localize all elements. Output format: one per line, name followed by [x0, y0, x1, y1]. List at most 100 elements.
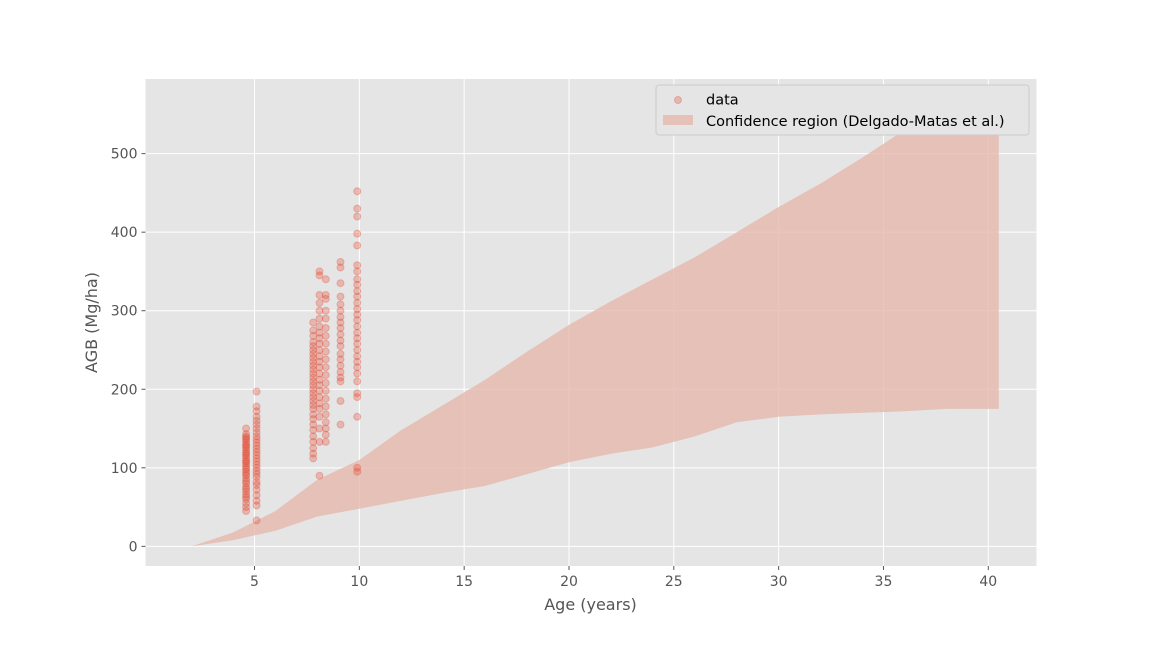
data-point — [309, 346, 318, 354]
data-point — [321, 306, 330, 315]
data-point — [353, 346, 362, 354]
data-point — [315, 404, 324, 413]
data-point — [353, 261, 362, 270]
data-point — [309, 420, 318, 429]
data-point — [242, 477, 251, 486]
data-point — [309, 397, 318, 405]
data-point — [315, 412, 324, 421]
data-point — [321, 394, 330, 403]
data-point — [315, 334, 324, 343]
data-point — [353, 267, 362, 276]
data-point — [252, 516, 261, 525]
data-point — [309, 331, 318, 340]
x-tick-label: 5 — [250, 574, 259, 590]
data-point — [336, 355, 345, 364]
data-point — [242, 470, 251, 479]
data-point — [309, 326, 318, 335]
data-point — [252, 501, 261, 510]
data-point — [242, 479, 251, 488]
data-point — [309, 404, 318, 413]
data-point — [242, 459, 251, 468]
data-point — [315, 399, 324, 408]
confidence-region — [191, 98, 999, 547]
data-point — [309, 444, 318, 453]
data-point — [321, 418, 330, 427]
data-point — [252, 420, 261, 429]
data-point — [315, 314, 324, 323]
y-tick-label: 200 — [111, 382, 138, 398]
data-point — [353, 339, 362, 348]
data-point — [242, 435, 251, 444]
data-point — [252, 428, 261, 437]
data-point — [242, 448, 251, 457]
legend-marker-band — [663, 115, 693, 125]
data-point — [353, 334, 362, 343]
data-point — [309, 357, 318, 366]
data-point — [321, 275, 330, 284]
data-point — [315, 352, 324, 361]
y-tick-label: 100 — [111, 461, 138, 477]
data-point — [242, 499, 251, 508]
data-point — [252, 457, 261, 466]
data-point — [336, 300, 345, 309]
data-point — [315, 328, 324, 337]
data-point — [252, 470, 261, 479]
data-point — [336, 330, 345, 339]
data-point — [321, 410, 330, 419]
data-point — [321, 324, 330, 332]
data-point — [252, 402, 261, 411]
data-point — [309, 338, 318, 347]
data-point — [353, 212, 362, 221]
x-tick-label: 35 — [875, 574, 893, 590]
x-tick-label: 10 — [350, 574, 368, 590]
data-point — [336, 373, 345, 382]
data-point — [242, 451, 251, 460]
data-point — [315, 357, 324, 366]
data-point — [336, 263, 345, 272]
data-point — [309, 415, 318, 424]
data-point — [252, 473, 261, 482]
data-point — [336, 279, 345, 288]
data-point — [321, 430, 330, 439]
data-point — [309, 449, 318, 458]
data-point — [315, 424, 324, 433]
data-point — [309, 342, 318, 351]
data-point — [242, 463, 251, 472]
data-point — [242, 437, 251, 446]
data-point — [336, 324, 345, 332]
data-point — [315, 375, 324, 384]
data-point — [309, 393, 318, 402]
data-point — [242, 495, 251, 504]
y-tick-label: 500 — [111, 147, 138, 163]
data-point — [353, 369, 362, 378]
data-point — [252, 485, 261, 494]
data-point — [242, 490, 251, 499]
data-point — [353, 241, 362, 250]
y-tick-label: 400 — [111, 225, 138, 241]
data-point — [315, 381, 324, 390]
legend-label-data: data — [706, 93, 739, 109]
data-point — [336, 368, 345, 376]
data-point — [252, 467, 261, 475]
data-point — [336, 420, 345, 429]
data-point — [321, 402, 330, 411]
data-point — [336, 397, 345, 405]
data-point — [252, 387, 261, 396]
data-point — [353, 316, 362, 325]
data-point — [315, 322, 324, 331]
data-point — [242, 503, 251, 512]
data-point — [252, 496, 261, 505]
data-point — [309, 401, 318, 409]
data-point — [315, 346, 324, 354]
data-point — [353, 412, 362, 421]
data-point — [242, 443, 251, 452]
y-tick-labels: 0 100 200 300 400 500 — [111, 147, 146, 555]
x-tick-label: 20 — [560, 574, 578, 590]
data-point — [315, 298, 324, 307]
data-point — [242, 456, 251, 464]
confidence-band-layer — [191, 98, 999, 547]
data-point — [242, 482, 251, 491]
x-tick-labels: 5 10 15 20 25 30 35 40 — [250, 566, 997, 590]
data-point — [353, 275, 362, 284]
